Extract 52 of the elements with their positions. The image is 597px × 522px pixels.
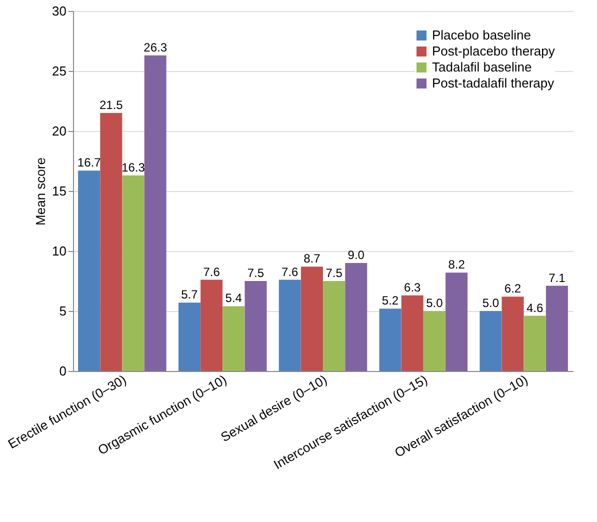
data-label: 5.2 bbox=[382, 294, 399, 308]
bar bbox=[401, 295, 424, 371]
bar bbox=[178, 302, 200, 371]
y-tick-label: 5 bbox=[59, 304, 66, 318]
bar bbox=[546, 286, 568, 371]
bar bbox=[244, 281, 267, 371]
bar bbox=[100, 113, 122, 371]
data-label: 21.5 bbox=[99, 98, 124, 112]
data-label: 5.4 bbox=[225, 291, 242, 306]
y-axis-title: Mean score bbox=[33, 158, 48, 226]
bar bbox=[446, 272, 468, 371]
legend-label: Post-tadalafil therapy bbox=[432, 76, 555, 90]
data-label: 26.3 bbox=[144, 40, 168, 54]
bar bbox=[200, 280, 223, 371]
bar bbox=[144, 55, 166, 371]
bar bbox=[78, 170, 100, 371]
bar bbox=[345, 263, 368, 371]
bar bbox=[480, 311, 502, 371]
bar bbox=[502, 296, 524, 371]
data-label: 8.7 bbox=[304, 252, 321, 266]
y-tick-label: 15 bbox=[52, 184, 66, 198]
data-label: 5.0 bbox=[426, 296, 444, 310]
y-tick-label: 10 bbox=[52, 244, 66, 258]
data-label: 5.7 bbox=[181, 288, 198, 302]
data-label: 16.3 bbox=[122, 160, 146, 174]
data-label: 5.0 bbox=[482, 296, 500, 310]
bar bbox=[379, 308, 402, 371]
data-label: 7.5 bbox=[326, 266, 343, 280]
legend-label: Placebo baseline bbox=[432, 28, 532, 42]
y-tick-label: 20 bbox=[52, 124, 66, 138]
bar bbox=[323, 281, 346, 371]
data-label: 7.6 bbox=[282, 264, 299, 279]
data-label: 4.6 bbox=[526, 300, 544, 315]
data-label: 6.3 bbox=[404, 280, 422, 294]
legend-label: Post-placebo therapy bbox=[432, 44, 556, 58]
data-label: 16.7 bbox=[77, 156, 102, 170]
bar bbox=[524, 316, 546, 371]
y-tick-label: 30 bbox=[52, 4, 66, 18]
bar bbox=[278, 280, 301, 371]
y-tick-label: 0 bbox=[59, 364, 66, 378]
data-label: 7.1 bbox=[548, 270, 566, 285]
bar bbox=[122, 175, 144, 371]
legend-label: Tadalafil baseline bbox=[432, 60, 532, 74]
data-label: 7.5 bbox=[247, 266, 264, 280]
data-label: 6.2 bbox=[504, 282, 522, 296]
bar bbox=[300, 266, 323, 371]
bar bbox=[423, 311, 446, 371]
data-label: 8.2 bbox=[448, 258, 466, 272]
data-label: 9.0 bbox=[348, 248, 365, 262]
bar bbox=[222, 306, 245, 371]
y-tick-label: 25 bbox=[52, 64, 66, 78]
data-label: 7.6 bbox=[203, 264, 220, 279]
